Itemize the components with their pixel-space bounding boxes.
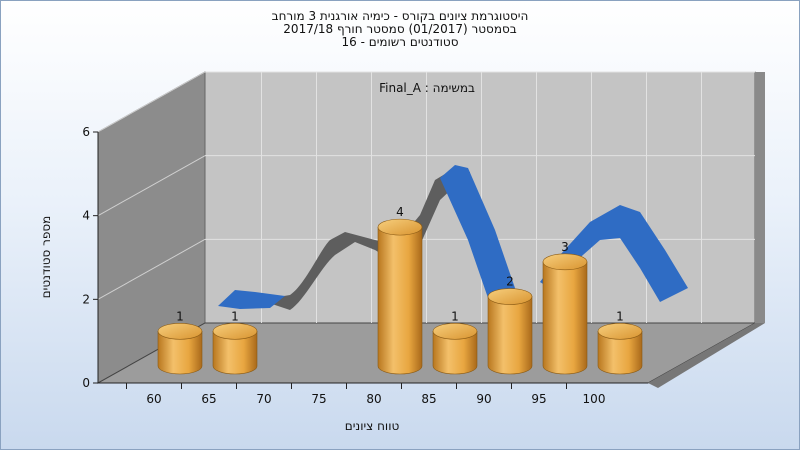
annotation: במשימה : Final_A	[379, 81, 475, 95]
x-tick-label: 100	[583, 392, 606, 406]
chart-subtitle-semester: בסמסטר (01/2017) סמסטר חורף 2017/18	[283, 22, 517, 36]
bar	[212, 322, 258, 375]
bar	[432, 322, 478, 375]
bar-value-label: 1	[231, 309, 239, 323]
bar-value-label: 2	[506, 275, 514, 289]
ribbon-back	[260, 168, 470, 310]
x-axis-label: טווח ציונים	[345, 419, 400, 433]
chart-titles: היסטוגרמת ציונים בקורס - כימיה אורגנית 3…	[0, 10, 800, 49]
chart-subtitle-students: סטודנטים רשומים - 16	[341, 35, 459, 49]
wall-edge	[755, 72, 765, 323]
x-tick-label: 80	[366, 392, 381, 406]
x-tick-label: 60	[146, 392, 161, 406]
x-tick-label: 95	[531, 392, 546, 406]
bar-value-label: 3	[561, 240, 569, 254]
bar-value-label: 1	[451, 309, 459, 323]
ribbon-front	[540, 205, 688, 302]
bars: 1 1 4 1 2 3 1	[157, 205, 643, 375]
x-tick-label: 75	[311, 392, 326, 406]
gridline	[97, 71, 206, 133]
axes: 0 2 4 6 60 65 70 75 80 85 90 95 100	[82, 125, 648, 406]
y-tick-label: 6	[82, 125, 90, 139]
gridline	[97, 238, 206, 300]
y-tick-label: 0	[82, 376, 90, 390]
x-tick-label: 65	[201, 392, 216, 406]
y-tick-label: 4	[82, 209, 90, 223]
bar	[487, 288, 533, 375]
floor-edge	[648, 323, 765, 388]
bar-value-label: 4	[396, 205, 404, 219]
y-axis-label: מספר סטודנטים	[39, 216, 53, 299]
bar	[542, 253, 588, 375]
gridlines	[97, 71, 755, 323]
bar	[597, 322, 643, 375]
ribbon-front	[440, 165, 515, 300]
chart-title: היסטוגרמת ציונים בקורס - כימיה אורגנית 3…	[271, 9, 529, 23]
bar	[157, 322, 203, 375]
ribbon-front	[218, 290, 285, 309]
gridline	[97, 155, 206, 217]
x-tick-label: 70	[256, 392, 271, 406]
bar-value-label: 1	[616, 309, 624, 323]
x-tick-label: 85	[421, 392, 436, 406]
bar	[377, 218, 423, 375]
bar-value-label: 1	[176, 309, 184, 323]
y-tick-label: 2	[82, 292, 90, 306]
x-tick-label: 90	[476, 392, 491, 406]
